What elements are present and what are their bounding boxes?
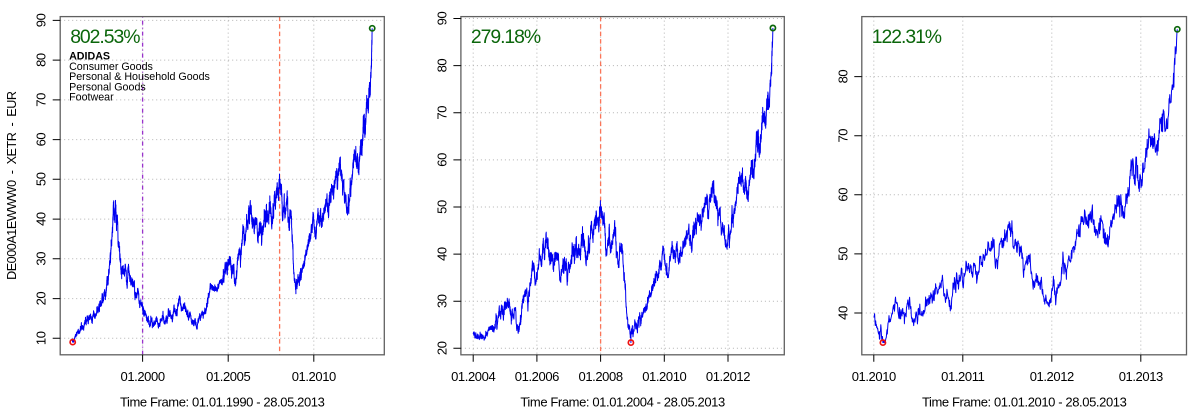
svg-text:20: 20 <box>34 292 49 306</box>
svg-text:60: 60 <box>835 188 850 202</box>
svg-text:70: 70 <box>835 129 850 143</box>
svg-text:50: 50 <box>34 172 49 186</box>
svg-text:01.2013: 01.2013 <box>1119 369 1163 384</box>
svg-text:80: 80 <box>835 70 850 84</box>
svg-text:40: 40 <box>835 306 850 320</box>
svg-text:01.2012: 01.2012 <box>1030 369 1074 384</box>
svg-text:30: 30 <box>434 294 449 308</box>
svg-text:DE000A1EWWW0 - XETR - EUR: DE000A1EWWW0 - XETR - EUR <box>5 91 19 280</box>
svg-text:90: 90 <box>34 13 49 27</box>
svg-text:40: 40 <box>34 212 49 226</box>
svg-text:70: 70 <box>434 106 449 120</box>
svg-text:Footwear: Footwear <box>69 92 114 104</box>
svg-text:Consumer Goods: Consumer Goods <box>69 61 153 73</box>
svg-text:01.2000: 01.2000 <box>120 369 164 384</box>
svg-text:Personal & Household Goods: Personal & Household Goods <box>69 71 210 83</box>
svg-text:01.2006: 01.2006 <box>515 369 559 384</box>
svg-text:01.2004: 01.2004 <box>451 369 495 384</box>
svg-text:802.53%: 802.53% <box>70 26 140 48</box>
svg-text:279.18%: 279.18% <box>471 26 541 48</box>
svg-text:40: 40 <box>434 247 449 261</box>
svg-text:70: 70 <box>34 93 49 107</box>
svg-text:01.2010: 01.2010 <box>292 369 336 384</box>
svg-text:01.2005: 01.2005 <box>206 369 250 384</box>
svg-text:60: 60 <box>34 133 49 147</box>
svg-text:50: 50 <box>434 200 449 214</box>
svg-text:Personal Goods: Personal Goods <box>69 81 146 93</box>
svg-text:80: 80 <box>34 53 49 67</box>
svg-text:ADIDAS: ADIDAS <box>69 51 110 63</box>
svg-text:01.2008: 01.2008 <box>578 369 622 384</box>
svg-text:122.31%: 122.31% <box>872 26 942 48</box>
svg-text:20: 20 <box>434 341 449 355</box>
svg-text:10: 10 <box>34 331 49 345</box>
svg-text:90: 90 <box>434 12 449 26</box>
svg-text:01.2010: 01.2010 <box>852 369 896 384</box>
svg-text:Time Frame: 01.01.1990 - 28.05: Time Frame: 01.01.1990 - 28.05.2013 <box>120 394 325 409</box>
svg-text:60: 60 <box>434 153 449 167</box>
svg-text:80: 80 <box>434 59 449 73</box>
svg-text:01.2010: 01.2010 <box>642 369 686 384</box>
svg-text:01.2011: 01.2011 <box>941 369 984 384</box>
svg-text:50: 50 <box>835 247 850 261</box>
svg-text:30: 30 <box>34 252 49 266</box>
svg-text:Time Frame: 01.01.2010 - 28.05: Time Frame: 01.01.2010 - 28.05.2013 <box>922 394 1127 409</box>
svg-text:01.2012: 01.2012 <box>706 369 750 384</box>
svg-text:Time Frame: 01.01.2004 - 28.05: Time Frame: 01.01.2004 - 28.05.2013 <box>520 394 725 409</box>
